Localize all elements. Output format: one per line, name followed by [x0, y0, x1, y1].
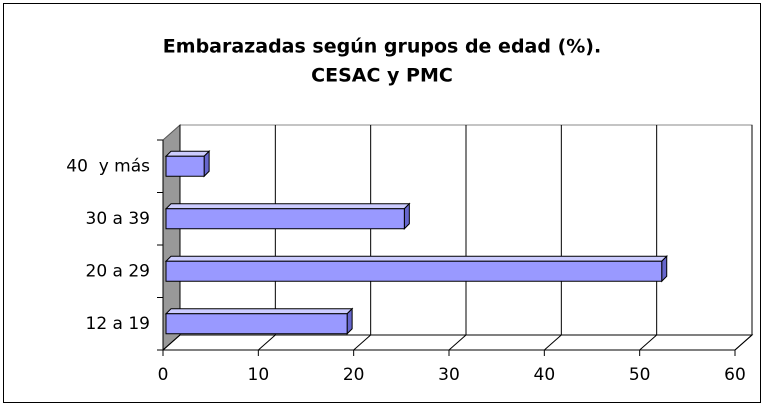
bar-side: [403, 202, 410, 230]
x-tick-label: 20: [343, 365, 365, 385]
grid-line: [258, 334, 276, 351]
y-tick-label: 12 a 19: [86, 314, 151, 334]
bar-top: [164, 308, 354, 315]
grid-line: [544, 334, 562, 351]
bar: [165, 260, 663, 282]
y-tick-label: 40 y más: [66, 156, 150, 176]
bar: [165, 208, 405, 230]
grid-line: [162, 334, 181, 351]
x-tick-label: 0: [158, 365, 169, 385]
bar-side: [661, 255, 668, 283]
grid-line: [353, 334, 371, 351]
bar-top: [164, 255, 668, 262]
bar-top: [164, 203, 411, 210]
x-tick-label: 60: [724, 365, 746, 385]
grid-line: [448, 334, 467, 351]
x-tick-label: 40: [534, 365, 556, 385]
bar-side: [203, 150, 210, 178]
x-tick-label: 10: [248, 365, 270, 385]
grid-line: [734, 334, 753, 351]
grid-line: [639, 334, 657, 351]
bar: [165, 155, 205, 177]
bar-top: [164, 150, 211, 157]
chart-subtitle: CESAC y PMC: [311, 65, 453, 87]
x-tick-label: 50: [629, 365, 651, 385]
y-tick-label: 20 a 29: [86, 261, 151, 281]
chart-title: Embarazadas según grupos de edad (%).: [163, 36, 601, 58]
y-tick-label: 30 a 39: [86, 209, 151, 229]
bar-side: [346, 307, 353, 335]
x-tick-label: 30: [438, 365, 460, 385]
bar: [165, 313, 348, 335]
